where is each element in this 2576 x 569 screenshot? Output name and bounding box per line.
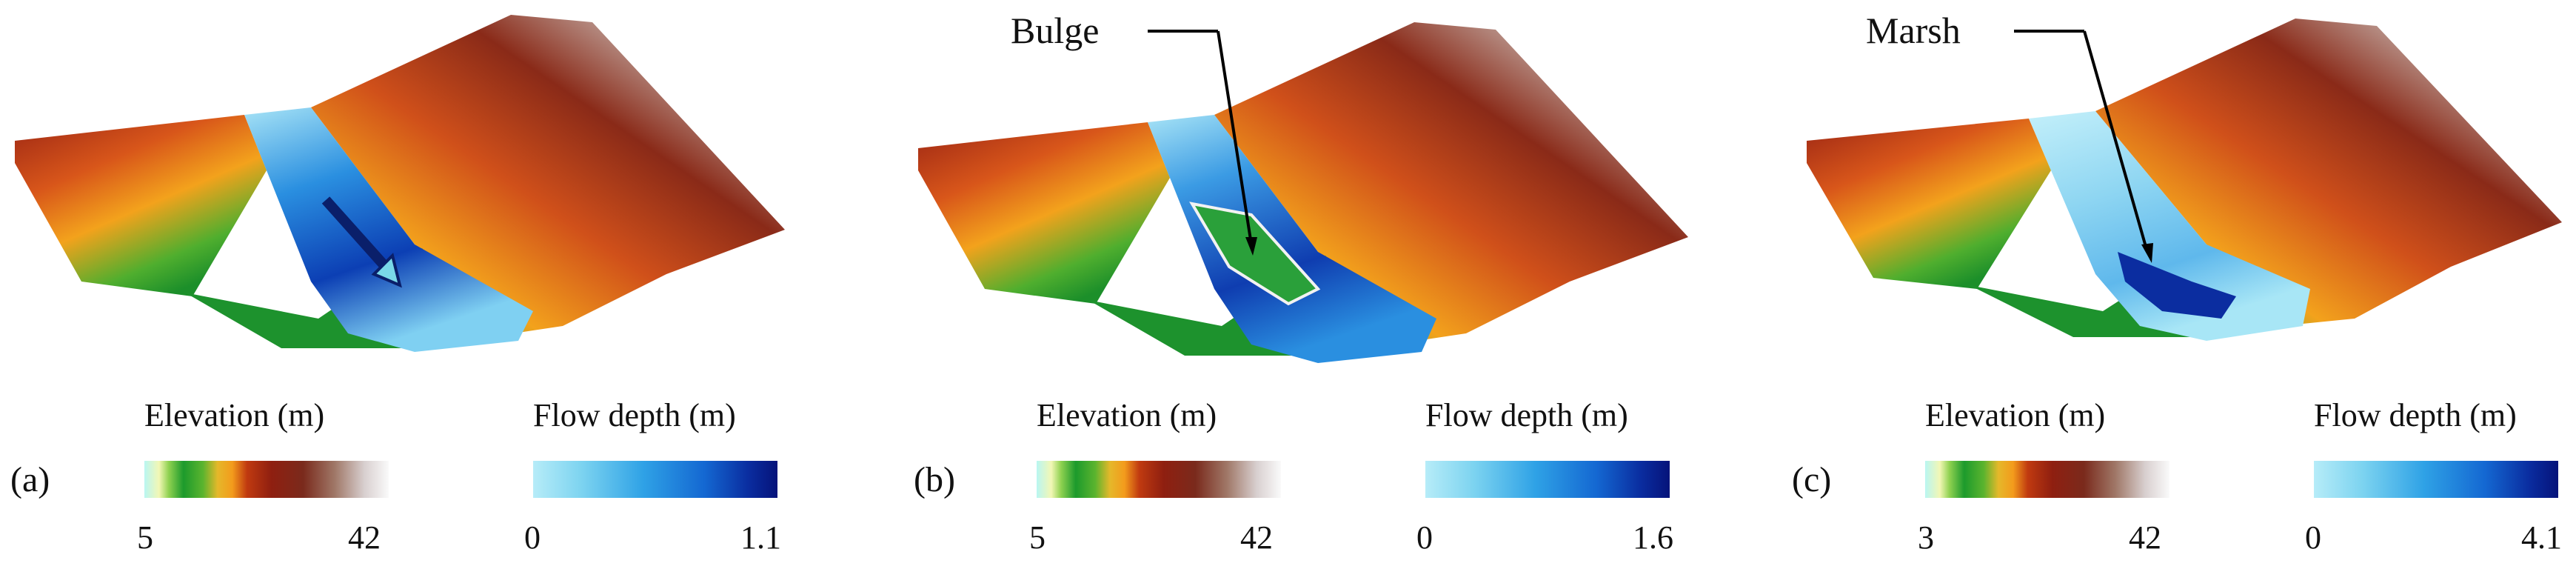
flow-depth-max-label: 1.6 [1633,519,1673,556]
flow-depth-colorbar [533,461,777,498]
river-channel [2029,111,2310,341]
river-channel [1148,115,1436,363]
flow-depth-legend-title: Flow depth (m) [1425,397,1628,433]
flow-depth-min-label: 0 [2305,519,2321,556]
elevation-colorbar [1925,461,2169,498]
elevation-legend-title: Elevation (m) [144,397,325,433]
elevation-max-label: 42 [2129,519,2161,556]
flow-direction-arrowhead [371,253,402,288]
elevation-min-label: 5 [1029,519,1046,556]
panel-c: Marsh (c) Elevation (m) 3 42 Flow depth … [1792,0,2576,569]
flow-depth-min-label: 0 [524,519,541,556]
flow-direction-arrow [321,196,393,274]
panel-b: Bulge (b) Elevation (m) 5 42 Flow depth … [903,0,1762,569]
elevation-colorbar [1037,461,1281,498]
marsh-pointer-arrow [2083,30,2149,253]
flow-depth-min-label: 0 [1416,519,1433,556]
flow-depth-legend-title: Flow depth (m) [2314,397,2517,433]
elevation-max-label: 42 [348,519,381,556]
elevation-max-label: 42 [1240,519,1273,556]
panel-label: (b) [914,460,955,499]
elevation-legend-title: Elevation (m) [1925,397,2106,433]
elevation-colorbar [144,461,389,498]
terrain-3d-view [918,22,1688,363]
flow-depth-legend-title: Flow depth (m) [533,397,736,433]
panel-label: (c) [1792,460,1832,499]
elevation-legend-title: Elevation (m) [1037,397,1217,433]
panel-label: (a) [10,460,50,499]
marsh-region [2118,252,2236,319]
marsh-pointer-arrowhead [2141,243,2153,263]
bulge-pointer-arrowhead [1245,237,1257,256]
terrain-left-bank [918,122,1170,304]
flow-depth-colorbar [2314,461,2558,498]
elevation-min-label: 5 [137,519,153,556]
river-channel [244,107,533,352]
bulge-annotation: Bulge [1011,10,1100,51]
panel-a: (a) Elevation (m) 5 42 Flow depth (m) 0 … [0,0,859,569]
terrain-3d-view [15,15,785,352]
terrain-left-bank [1807,119,2051,289]
elevation-min-label: 3 [1918,519,1934,556]
terrain-3d-view [1807,19,2562,341]
flow-depth-colorbar [1425,461,1670,498]
bulge-pointer-arrow [1217,30,1253,245]
bulge-region [1189,202,1321,306]
marsh-annotation: Marsh [1866,10,1961,51]
terrain-left-bank [15,115,267,296]
flow-depth-max-label: 1.1 [740,519,781,556]
flow-depth-max-label: 4.1 [2521,519,2562,556]
